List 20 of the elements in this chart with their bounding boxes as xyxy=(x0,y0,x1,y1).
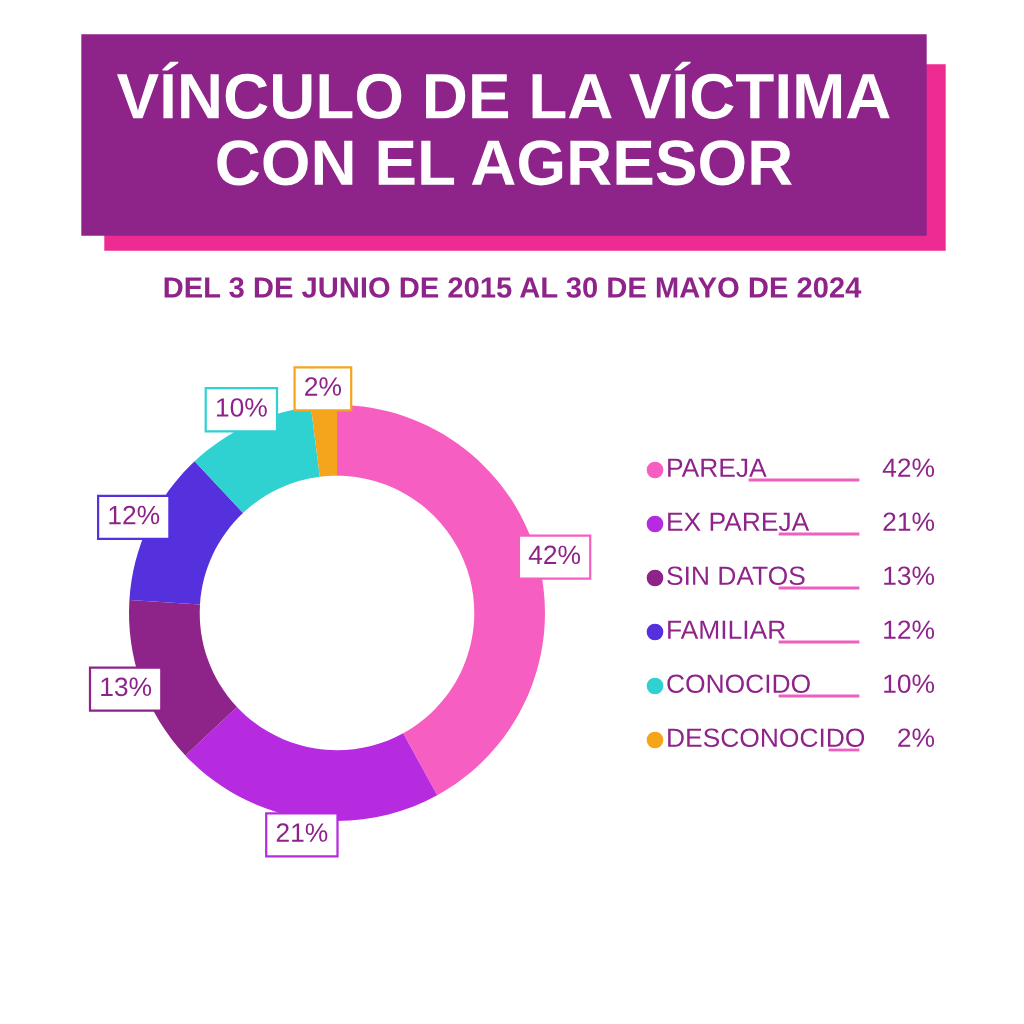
legend-label: FAMILIAR xyxy=(668,620,786,639)
text: 13% xyxy=(884,566,935,586)
legend-label: PAREJA xyxy=(668,458,767,478)
text: 21% xyxy=(883,512,935,531)
legend-label: DESCONOCIDO xyxy=(668,728,865,748)
chart-subtitle: DEL 3 DE JUNIO DE 2015 AL 30 DE MAYO DE 2024 xyxy=(164,277,862,298)
data-label: 2% xyxy=(305,377,342,396)
data-label: 10% xyxy=(216,398,267,417)
text: 10% xyxy=(884,674,935,694)
data-label: 21% xyxy=(276,823,328,842)
text: 12% xyxy=(884,620,935,639)
data-label: 13% xyxy=(101,677,152,697)
data-label: 42% xyxy=(528,545,581,565)
data-label: 12% xyxy=(109,505,160,525)
legend-label: SIN DATOS xyxy=(667,566,805,586)
chart-title: VÍNCULO DE LA VÍCTIMA CON EL AGRESOR xyxy=(116,61,890,186)
text: 2% xyxy=(898,728,935,747)
legend-label: CONOCIDO xyxy=(667,674,810,694)
text: 42% xyxy=(882,458,935,477)
legend-label: EX PAREJA xyxy=(668,512,810,532)
